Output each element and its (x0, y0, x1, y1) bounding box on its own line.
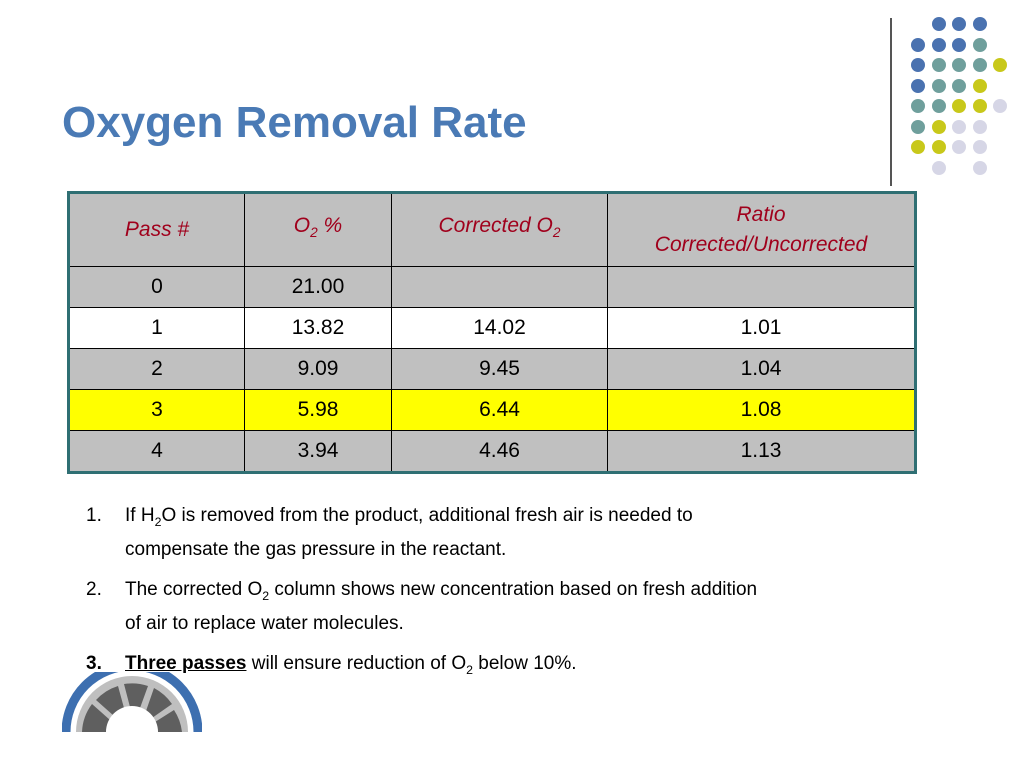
note-number: 3. (86, 652, 102, 674)
cell-ratio: 1.04 (607, 348, 916, 390)
decorative-dot (952, 58, 966, 72)
decorative-dot (931, 37, 946, 52)
header-pass: Pass # (68, 192, 245, 267)
note-number: 2. (86, 578, 102, 600)
cell-ratio: 1.08 (607, 389, 916, 431)
decorative-dot (931, 17, 946, 31)
decorative-divider-line (890, 18, 892, 186)
decorative-dot (911, 99, 925, 113)
cell-pass: 4 (68, 430, 245, 473)
table-row: 1 13.82 14.02 1.01 (68, 307, 916, 349)
cell-ratio: 1.01 (607, 307, 916, 349)
decorative-dot (931, 140, 946, 154)
decorative-dot (911, 140, 925, 154)
cell-corrected: 6.44 (391, 389, 608, 431)
decorative-dot (993, 58, 1007, 72)
cell-o2: 3.94 (244, 430, 392, 473)
table-row: 4 3.94 4.46 1.13 (68, 430, 916, 473)
decorative-dot (952, 140, 966, 154)
decorative-dot (911, 119, 925, 134)
table-row-highlighted: 3 5.98 6.44 1.08 (68, 389, 916, 431)
note-item: 1. If H2O is removed from the product, a… (86, 502, 906, 564)
decorative-dot (952, 37, 966, 52)
decorative-dot (972, 37, 987, 52)
cell-o2: 5.98 (244, 389, 392, 431)
decorative-dot (993, 99, 1007, 113)
cell-o2: 9.09 (244, 348, 392, 390)
decorative-dot (972, 17, 987, 31)
cell-corrected: 4.46 (391, 430, 608, 473)
cell-pass: 0 (68, 266, 245, 308)
header-o2-percent: O2 % (244, 192, 392, 267)
cell-corrected: 9.45 (391, 348, 608, 390)
decorative-dot (931, 119, 946, 134)
note-item: 3. Three passes will ensure reduction of… (86, 650, 906, 684)
notes-list: 1. If H2O is removed from the product, a… (86, 502, 906, 695)
decorative-dot (972, 160, 987, 175)
header-corrected-o2: Corrected O2 (391, 192, 608, 267)
cell-o2: 21.00 (244, 266, 392, 308)
decorative-dot (931, 58, 946, 72)
decorative-dot (952, 99, 966, 113)
decorative-dot (952, 78, 966, 93)
decorative-dot (972, 58, 987, 72)
wheel-logo-icon (62, 672, 202, 733)
decorative-dot (972, 99, 987, 113)
cell-ratio (607, 266, 916, 308)
cell-pass: 3 (68, 389, 245, 431)
note-item: 2. The corrected O2 column shows new con… (86, 576, 906, 638)
oxygen-removal-table: Pass # O2 % Corrected O2 Ratio Corrected/… (67, 191, 917, 474)
cell-ratio: 1.13 (607, 430, 916, 473)
decorative-dot (931, 78, 946, 93)
table-row: 0 21.00 (68, 266, 916, 308)
cell-o2: 13.82 (244, 307, 392, 349)
table-header-row: Pass # O2 % Corrected O2 Ratio Corrected/… (68, 192, 916, 267)
decorative-dot (931, 160, 946, 175)
cell-pass: 2 (68, 348, 245, 390)
cell-corrected: 14.02 (391, 307, 608, 349)
note-number: 1. (86, 505, 102, 526)
decorative-dot (911, 58, 925, 72)
decorative-dot (911, 78, 925, 93)
decorative-dot (931, 99, 946, 113)
emphasis-text: Three passes (125, 652, 247, 674)
cell-corrected (391, 266, 608, 308)
decorative-dot (911, 37, 925, 52)
decorative-dot (972, 140, 987, 154)
decorative-dot (972, 119, 987, 134)
decorative-dot (952, 17, 966, 31)
decorative-dot (952, 119, 966, 134)
slide-title: Oxygen Removal Rate (62, 98, 527, 147)
header-ratio: Ratio Corrected/Uncorrected (607, 192, 916, 267)
table-row: 2 9.09 9.45 1.04 (68, 348, 916, 390)
decorative-dot (972, 78, 987, 93)
cell-pass: 1 (68, 307, 245, 349)
